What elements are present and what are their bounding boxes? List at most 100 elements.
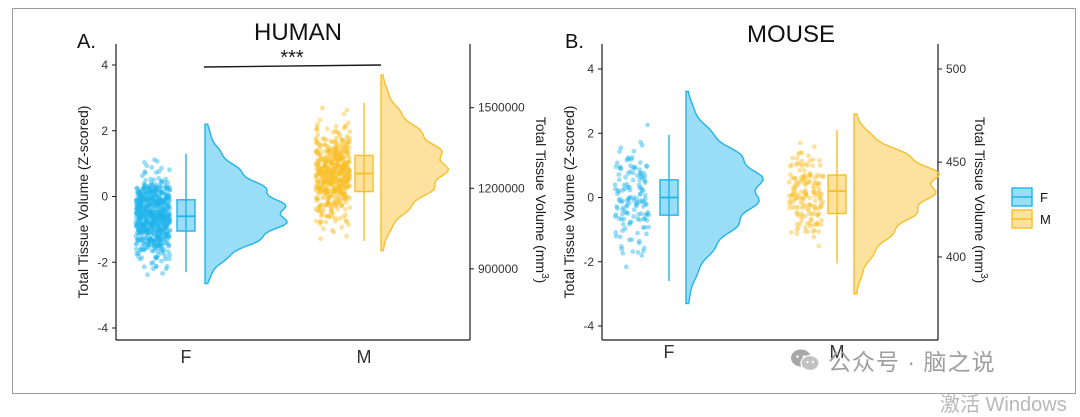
data-point [140,226,146,232]
data-point [167,256,172,262]
data-point [145,205,151,211]
data-point [151,198,157,204]
data-point [139,194,145,200]
data-point [143,225,148,231]
data-point [143,211,149,217]
data-point [346,167,352,173]
data-point [343,212,348,218]
data-point [154,214,159,219]
data-point [631,207,637,213]
data-point [326,189,331,195]
data-point [166,192,172,198]
data-point [164,185,170,191]
data-point [143,215,149,221]
data-point [167,252,173,258]
data-point [158,188,164,194]
data-point [164,240,170,246]
data-point [155,241,161,247]
data-point [149,197,154,202]
data-point [148,210,154,216]
data-point [345,164,351,170]
data-point [140,247,146,252]
data-point [165,215,170,221]
data-point [637,177,643,183]
data-point [620,207,625,213]
data-point [143,191,149,197]
data-point [149,165,155,170]
data-point [332,166,338,172]
data-point [154,231,160,236]
data-point [160,208,166,214]
data-point [142,216,148,222]
data-point [613,164,619,170]
data-point [617,196,623,202]
data-point [156,224,162,230]
data-point [326,145,332,151]
data-point [316,183,322,189]
data-point [167,217,172,223]
data-point [622,186,628,192]
data-point [166,209,171,215]
data-point [157,211,163,217]
data-point [140,203,145,209]
data-point [331,145,337,151]
data-point [315,189,321,195]
data-point [335,179,340,184]
data-point [331,166,336,172]
data-point [639,199,645,204]
data-point [144,198,149,204]
data-point [135,205,141,211]
data-point [137,238,143,244]
data-point [802,225,808,230]
data-point [134,237,140,243]
data-point [630,177,636,183]
data-point [160,205,165,211]
data-point [151,204,157,209]
data-point [333,147,339,152]
data-point [626,156,631,162]
data-point [343,173,349,179]
data-point [322,158,328,164]
data-point [331,168,337,174]
data-point [142,241,148,247]
data-point [150,239,156,245]
data-point [322,142,328,148]
data-point [324,179,330,185]
data-point [155,198,161,204]
data-point [787,199,792,205]
data-point [161,219,167,225]
data-point [144,205,149,210]
data-point [148,209,154,215]
data-point [793,176,798,182]
data-point [143,244,149,250]
data-point [159,214,165,219]
data-point [137,230,143,235]
data-point [151,218,157,224]
data-point [797,140,803,146]
data-point [148,190,154,196]
data-point [641,176,647,182]
data-point [158,227,163,233]
data-point [153,255,159,261]
data-point [636,240,642,246]
data-point [325,179,330,185]
y-axis-title: Total Tissue Volume (Z-scored) [561,106,577,299]
data-point [805,229,811,235]
data-point [320,181,326,187]
data-point [338,177,343,183]
data-point [813,206,818,212]
data-point [636,211,641,217]
data-point [166,228,172,234]
data-point [150,196,155,202]
data-point [142,182,148,188]
data-point [159,219,165,225]
data-point [794,162,799,168]
data-point [327,194,332,200]
data-point [346,184,352,189]
data-point [160,215,166,220]
y-tick-label: -2 [583,255,594,269]
data-point [340,168,346,173]
data-point [163,234,169,240]
data-point [337,152,343,158]
data-point [153,209,159,215]
